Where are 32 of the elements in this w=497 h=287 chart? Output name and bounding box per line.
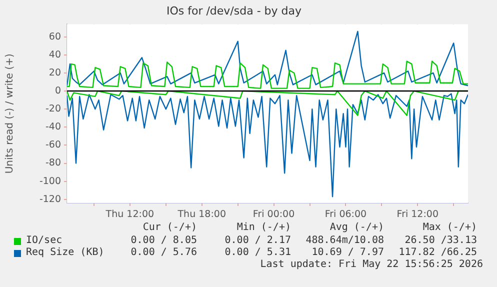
y-tick-label: -100 <box>39 176 61 187</box>
text: Last update: Fri May 22 15:56:25 2026 <box>260 259 483 270</box>
y-tick-label: -40 <box>45 122 61 133</box>
text: 117.82 /66.25 <box>398 247 477 258</box>
text: 26.50 /33.13 <box>404 235 477 246</box>
y-tick-label: -60 <box>45 140 61 151</box>
text: 488.64m/10.08 <box>306 235 384 246</box>
y-tick-label: 20 <box>48 67 61 78</box>
y-tick-label: -120 <box>39 194 61 205</box>
legend-label: Req Size (KB) <box>26 247 104 258</box>
chart-title: IOs for /dev/sda - by day <box>166 4 302 18</box>
y-tick-label: -80 <box>45 158 61 169</box>
y-tick-label: -20 <box>45 104 61 115</box>
text: Avg (-/+) <box>330 222 384 233</box>
legend-label: IO/sec <box>26 235 62 246</box>
text: 0.00 / 8.05 <box>130 235 197 246</box>
text: Min (-/+) <box>236 222 291 233</box>
text: 10.69 / 7.97 <box>312 247 384 258</box>
x-tick-label: Thu 12:00 <box>104 209 154 220</box>
x-tick-label: Thu 18:00 <box>176 209 226 220</box>
text: 0.00 / 2.17 <box>224 235 291 246</box>
y-axis-title: Units read (-) / write (+) <box>4 53 16 174</box>
text: Max (-/+) <box>422 222 477 233</box>
x-tick-label: Fri 06:00 <box>324 209 367 220</box>
x-tick-label: Fri 00:00 <box>252 209 295 220</box>
x-tick-label: Fri 12:00 <box>396 209 439 220</box>
text: 0.00 / 5.31 <box>224 247 291 258</box>
y-tick-label: 0 <box>54 85 61 96</box>
text: Cur (-/+) <box>142 222 197 233</box>
y-tick-label: 60 <box>48 31 61 42</box>
y-tick-label: 40 <box>48 49 61 60</box>
text: 0.00 / 5.76 <box>130 247 197 258</box>
